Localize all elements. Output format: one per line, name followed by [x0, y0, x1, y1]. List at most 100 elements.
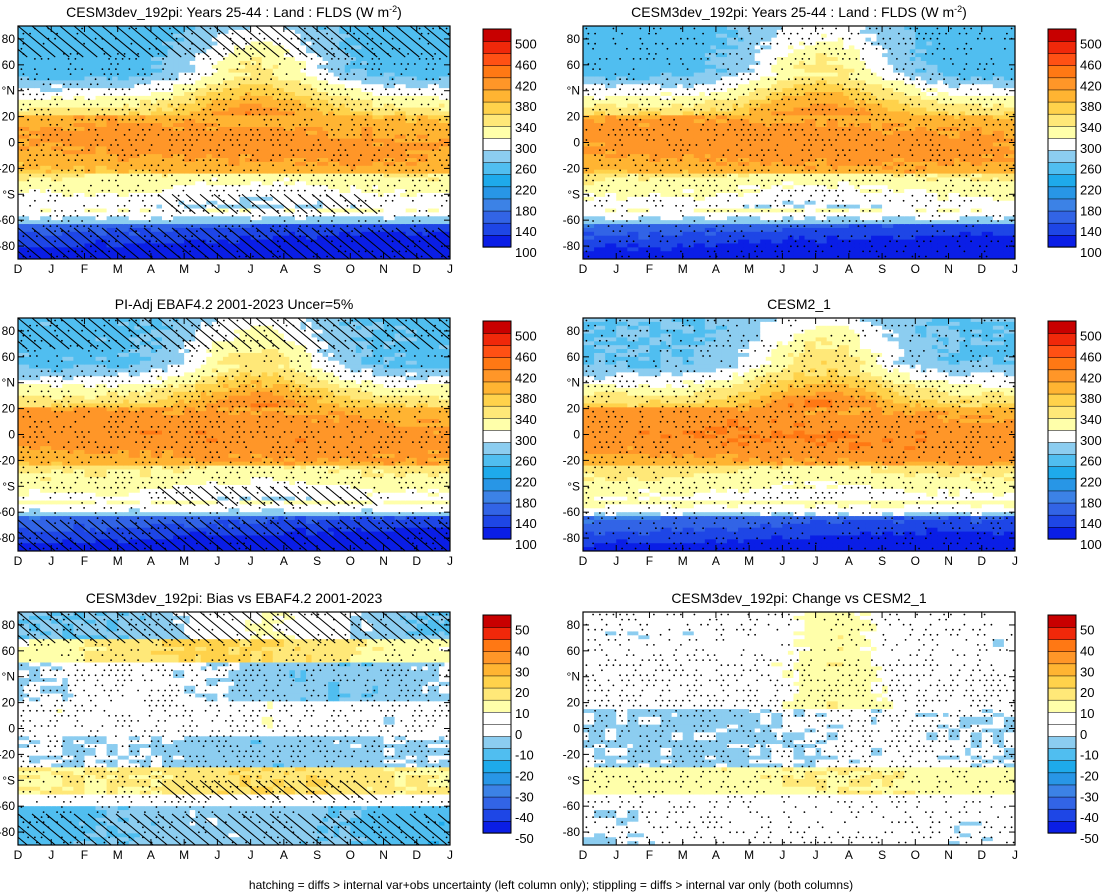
heat-cell: [56, 185, 63, 190]
heat-cell: [394, 212, 401, 217]
stipple-dot: [108, 149, 110, 152]
heat-cell: [239, 60, 246, 66]
heat-cell: [378, 64, 385, 70]
heat-cell: [150, 216, 158, 221]
heat-cell: [206, 173, 213, 179]
heat-cell: [289, 154, 296, 159]
stipple-dot: [69, 144, 72, 146]
heat-cell: [84, 126, 91, 132]
heat-cell: [217, 123, 224, 128]
heat-cell: [95, 255, 102, 259]
heat-cell: [294, 37, 302, 43]
heat-cell: [405, 49, 412, 54]
heat-cell: [123, 142, 130, 147]
stipple-dot: [47, 199, 50, 202]
heat-cell: [128, 53, 135, 58]
stipple-dot: [61, 210, 63, 212]
heat-cell: [145, 53, 152, 58]
heat-cell: [189, 37, 196, 43]
heat-cell: [78, 33, 86, 39]
heat-cell: [289, 200, 296, 206]
stipple-dot: [117, 123, 119, 126]
heat-cell: [134, 72, 141, 78]
heat-cell: [73, 41, 80, 47]
heat-cell: [339, 41, 346, 47]
heat-cell: [344, 216, 351, 221]
heat-cell: [178, 88, 185, 93]
heat-cell: [40, 29, 47, 35]
heat-cell: [51, 169, 58, 175]
heat-cell: [117, 68, 124, 74]
heat-cell: [322, 192, 329, 198]
heat-cell: [117, 41, 124, 47]
heat-cell: [139, 247, 146, 252]
heat-cell: [134, 181, 141, 186]
heat-cell: [306, 150, 313, 155]
heat-cell: [106, 192, 113, 198]
heat-cell: [433, 111, 440, 116]
heat-cell: [328, 33, 335, 39]
heat-cell: [23, 134, 30, 140]
heat-cell: [256, 138, 263, 144]
heat-cell: [18, 231, 25, 237]
heat-cell: [217, 200, 224, 206]
heat-cell: [355, 208, 362, 213]
heat-cell: [112, 126, 119, 132]
heat-cell: [189, 212, 196, 217]
heat-cell: [18, 95, 25, 101]
heat-cell: [23, 45, 30, 50]
heat-cell: [416, 41, 423, 47]
heat-cell: [145, 45, 152, 50]
stipple-dot: [94, 159, 97, 162]
heat-cell: [256, 224, 263, 229]
heat-cell: [245, 92, 252, 97]
heat-cell: [344, 26, 351, 31]
stipple-dot: [123, 255, 126, 258]
stipple-dot: [67, 230, 70, 233]
heat-cell: [344, 84, 351, 89]
heat-cell: [67, 53, 74, 58]
heat-cell: [278, 123, 285, 128]
heat-cell: [162, 185, 169, 190]
heat-cell: [228, 165, 235, 171]
heat-cell: [56, 64, 63, 70]
heat-cell: [311, 111, 318, 116]
heat-cell: [272, 64, 279, 70]
heat-cell: [333, 185, 340, 190]
heat-cell: [62, 150, 69, 155]
heat-cell: [389, 220, 396, 225]
heat-cell: [123, 72, 130, 78]
heat-cell: [416, 53, 423, 58]
heat-cell: [112, 130, 119, 136]
heat-cell: [145, 169, 152, 175]
heat-cell: [322, 165, 329, 171]
heat-cell: [200, 64, 207, 70]
stipple-dot: [20, 78, 23, 81]
heat-cell: [167, 60, 174, 66]
heat-cell: [117, 204, 124, 210]
heat-cell: [383, 235, 390, 241]
heat-cell: [228, 29, 235, 35]
heat-cell: [228, 95, 235, 101]
heat-cell: [18, 185, 25, 190]
heat-cell: [333, 33, 340, 39]
heat-cell: [405, 99, 412, 105]
stipple-dot: [88, 88, 90, 91]
heat-cell: [23, 76, 30, 81]
heat-cell: [206, 49, 213, 54]
heat-cell: [40, 231, 47, 237]
heat-cell: [427, 189, 434, 194]
heat-cell: [123, 26, 130, 31]
heat-cell: [40, 134, 47, 140]
heat-cell: [261, 196, 268, 202]
heat-cell: [18, 64, 25, 70]
heat-cell: [67, 189, 74, 194]
heat-cell: [234, 181, 241, 186]
heat-cell: [134, 49, 141, 54]
heat-cell: [311, 103, 318, 109]
heat-cell: [206, 247, 213, 252]
heat-cell: [289, 158, 296, 163]
heat-cell: [278, 220, 285, 225]
heat-cell: [361, 68, 368, 74]
heat-cell: [433, 243, 440, 248]
